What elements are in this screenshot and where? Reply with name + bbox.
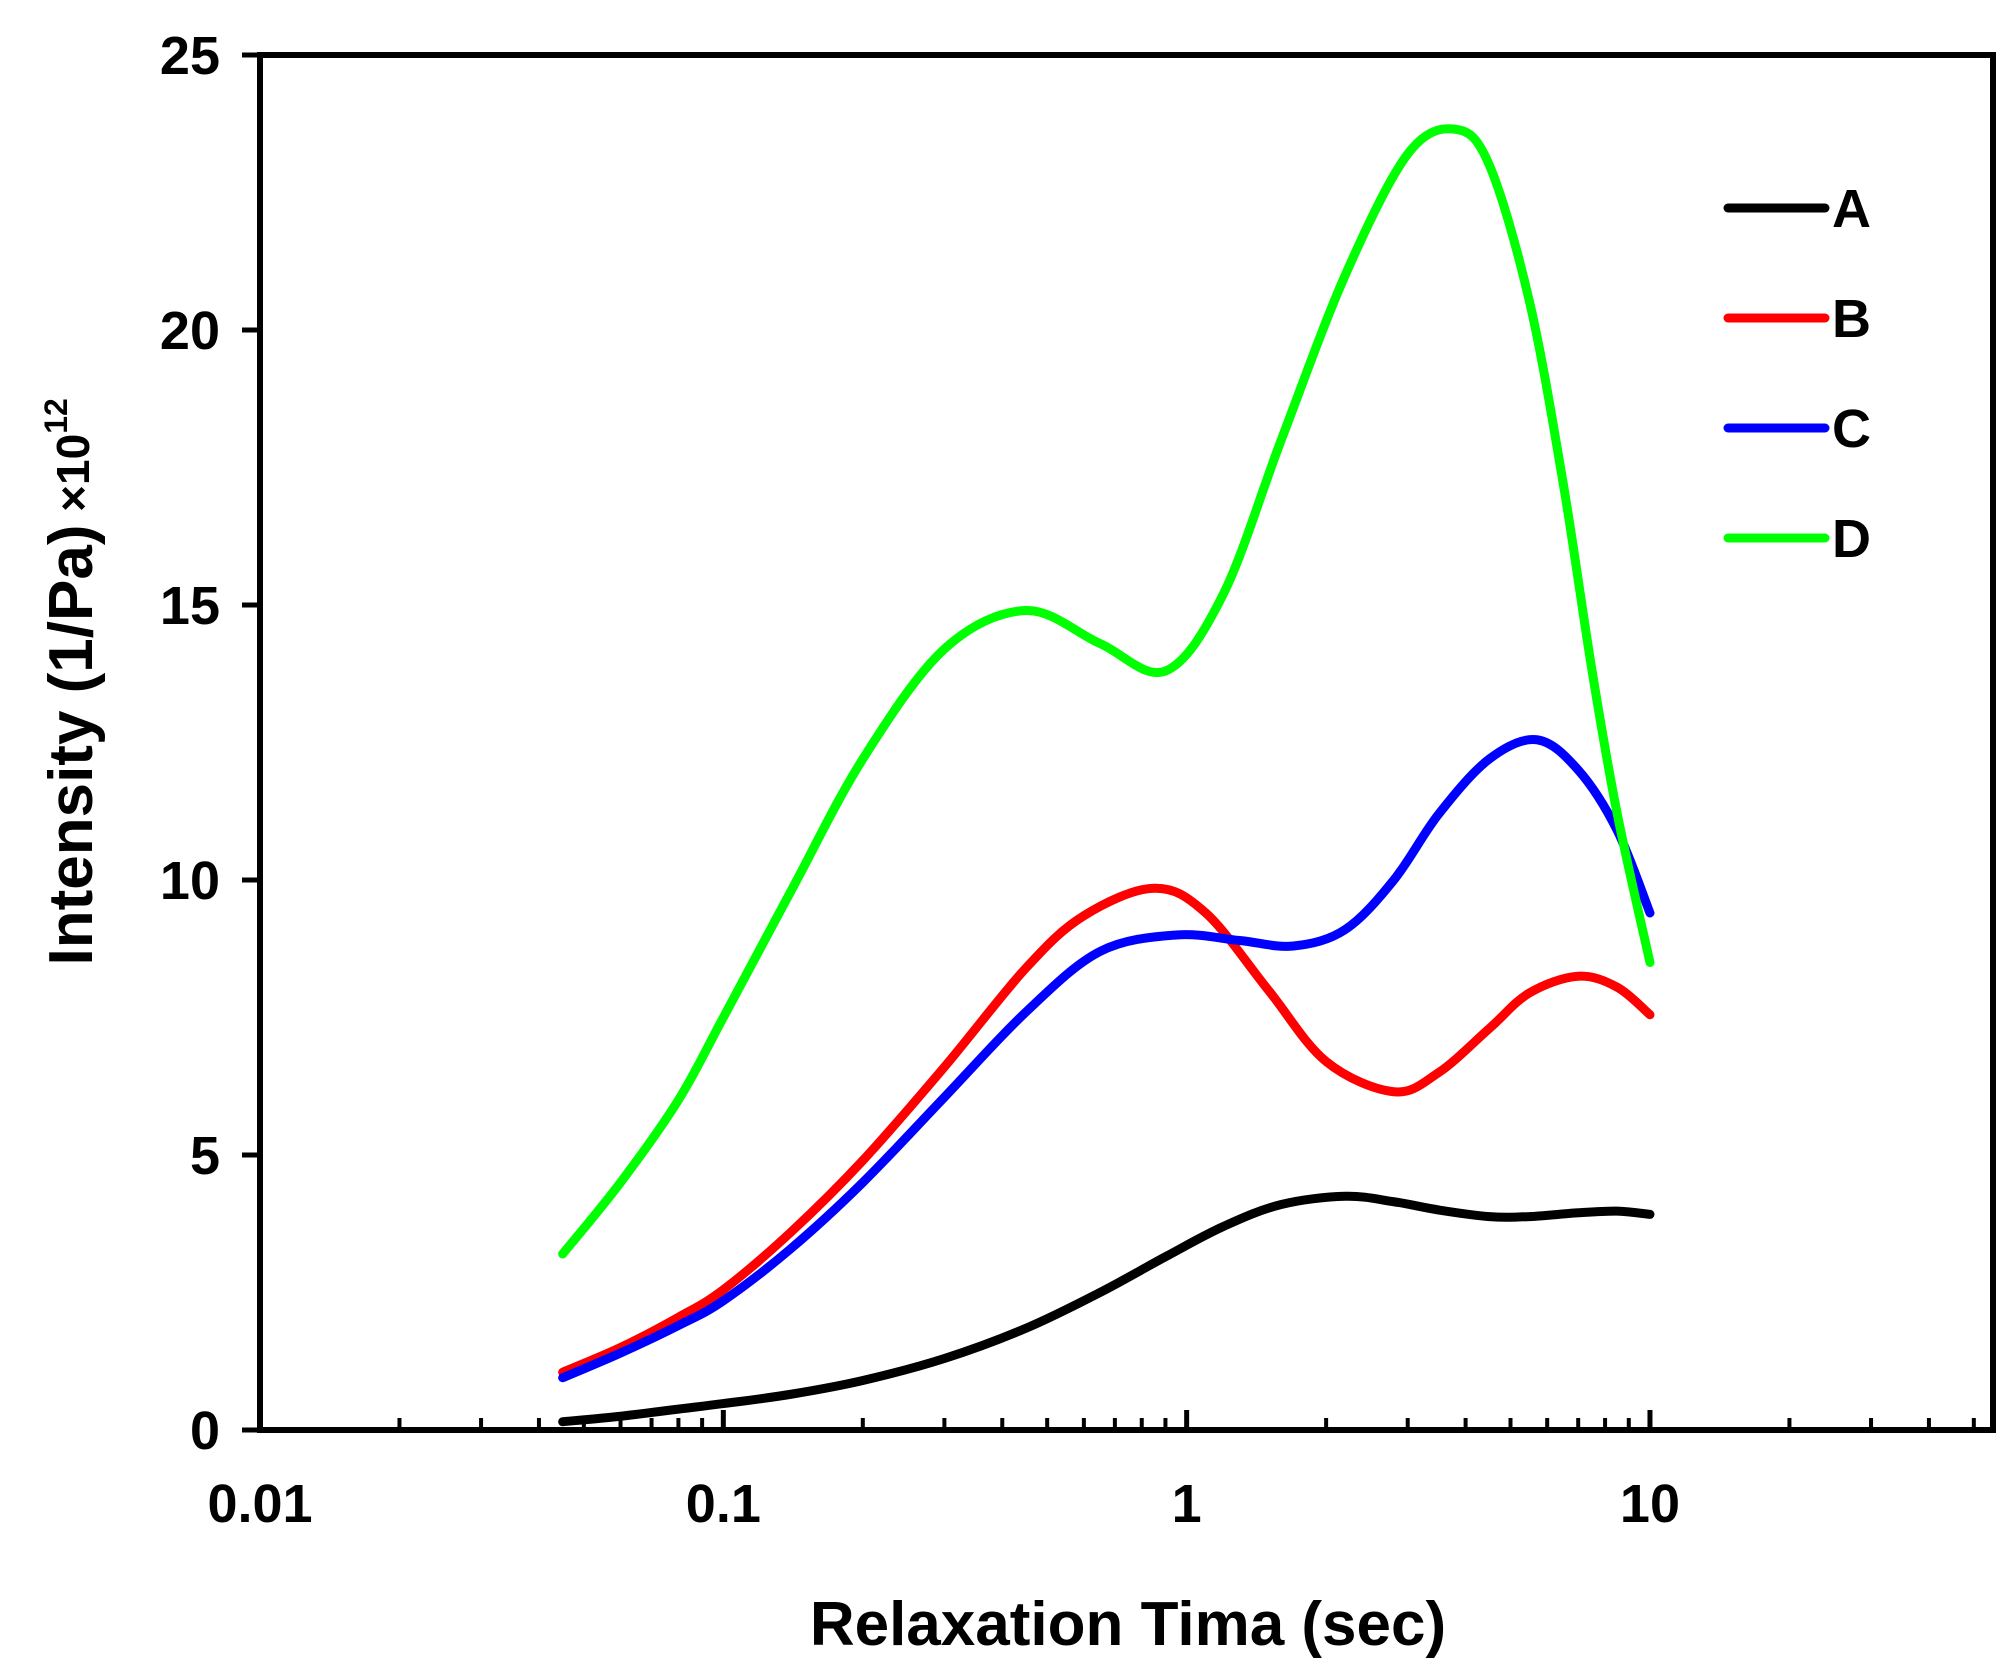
y-tick-label: 25 [160, 26, 220, 86]
series-line-c [558, 735, 1655, 1383]
y-axis-multiplier-base: ×10 [47, 434, 99, 512]
x-axis-title: Relaxation Tima (sec) [810, 1590, 1446, 1659]
legend-label-d: D [1832, 509, 1871, 569]
legend-label-b: B [1832, 289, 1871, 349]
x-axis-ticks [257, 1410, 1976, 1430]
x-tick-label: 1 [1172, 1474, 1202, 1534]
y-tick-label: 0 [190, 1401, 220, 1461]
y-tick-label: 20 [160, 301, 220, 361]
y-axis-title: Intensity (1/Pa) [37, 525, 106, 966]
plot-lines [558, 124, 1655, 1427]
plot-frame [257, 52, 1996, 1433]
y-axis-ticks [242, 52, 260, 1433]
series-line-a [558, 1191, 1655, 1427]
legend-label-a: A [1832, 179, 1871, 239]
y-tick-label: 5 [190, 1126, 220, 1186]
x-tick-label: 10 [1620, 1474, 1680, 1534]
x-tick-label: 0.1 [686, 1474, 761, 1534]
y-axis-multiplier-exponent: 12 [38, 398, 74, 434]
legend-label-c: C [1832, 399, 1871, 459]
y-axis-multiplier: ×1012 [38, 398, 99, 512]
x-tick-label: 0.01 [207, 1474, 312, 1534]
y-tick-label: 15 [160, 576, 220, 636]
y-tick-label: 10 [160, 851, 220, 911]
y-axis-tick-labels: 0 5 10 15 20 25 [160, 26, 220, 1461]
x-axis-tick-labels: 0.01 0.1 1 10 [207, 1474, 1680, 1534]
series-line-d [558, 124, 1655, 1259]
series-line-b [558, 883, 1655, 1377]
